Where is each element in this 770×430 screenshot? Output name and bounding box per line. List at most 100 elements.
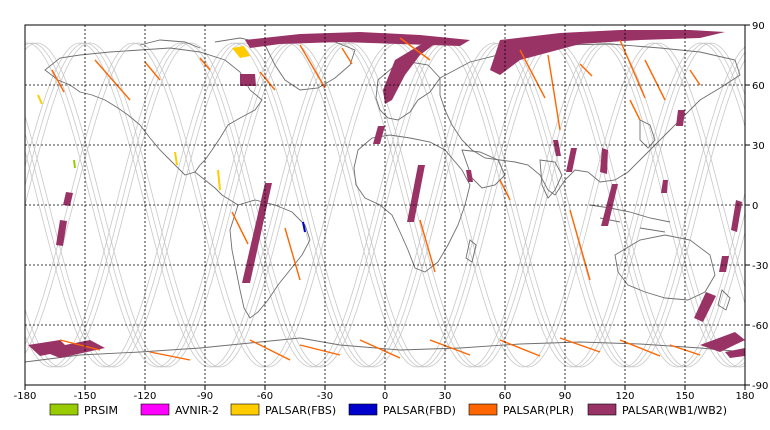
x-tick-label: 90	[559, 391, 572, 402]
plr-swath	[341, 47, 353, 65]
fbs-swath	[217, 169, 221, 191]
wb-swath	[407, 165, 425, 222]
wb-swath	[245, 32, 470, 48]
legend-swatch	[49, 403, 79, 416]
plr-swath	[299, 344, 341, 356]
wb-swath	[63, 192, 73, 206]
wb-swath	[490, 30, 725, 75]
plr-swath	[619, 39, 646, 99]
wb-swath	[383, 40, 440, 104]
legend-swatch	[348, 403, 378, 416]
plr-swath	[629, 99, 641, 121]
legend-label: PALSAR(PLR)	[503, 404, 574, 417]
legend-label: AVNIR-2	[175, 404, 219, 417]
wb-swath	[661, 180, 668, 193]
plr-swath	[149, 351, 191, 361]
legend: PRSIM AVNIR-2 PALSAR(FBS) PALSAR(FBD) PA…	[49, 403, 727, 417]
wb-swath	[676, 110, 685, 126]
y-tick-label: -30	[752, 261, 768, 272]
x-tick-label: -150	[74, 391, 97, 402]
plr-swath	[51, 69, 65, 93]
plr-swath	[231, 211, 249, 245]
fbs-swath	[37, 94, 43, 105]
plr-swath	[547, 54, 561, 131]
wb-swath	[694, 292, 716, 322]
legend-label: PALSAR(FBS)	[265, 404, 336, 417]
fbs-swath	[174, 151, 178, 166]
plr-swath	[559, 337, 601, 353]
x-tick-label: -180	[14, 391, 37, 402]
legend-swatch	[468, 403, 498, 416]
plr-swath	[519, 49, 546, 99]
x-tick-label: -90	[197, 391, 213, 402]
x-tick-label: -30	[317, 391, 333, 402]
graticule	[25, 25, 745, 385]
plr-swath	[429, 339, 471, 356]
plr-swath	[94, 59, 131, 101]
plr-swath	[644, 59, 666, 101]
coast-australia	[614, 234, 716, 301]
wb-swath	[240, 74, 256, 86]
legend-label: PALSAR(WB1/WB2)	[622, 404, 727, 417]
plr-swath	[619, 339, 661, 357]
coast-africa	[353, 134, 471, 273]
plr-swath	[249, 339, 291, 361]
plr-swath	[499, 339, 541, 357]
wb-swath	[553, 140, 561, 156]
legend-swatch	[230, 403, 260, 416]
wb-swath	[566, 148, 577, 172]
wb-swath	[725, 348, 745, 358]
plr-swath	[399, 37, 431, 61]
x-tick-label: 180	[735, 391, 754, 402]
x-tick-label: 150	[675, 391, 694, 402]
plr-swath	[259, 71, 276, 91]
x-tick-label: 120	[615, 391, 634, 402]
legend-swatch	[587, 403, 617, 416]
plr-swath	[419, 219, 436, 273]
coast-asia	[439, 43, 741, 196]
coast-north-america	[44, 47, 263, 176]
x-tick-label: -60	[257, 391, 273, 402]
y-tick-label: 30	[752, 141, 765, 152]
coast-india	[539, 159, 563, 199]
fbs-swath	[232, 46, 250, 58]
y-tick-label: -90	[752, 381, 768, 392]
wb-swath	[242, 183, 272, 283]
x-axis: -180 -150 -120 -90 -60 -30 0 30 60 90 12…	[14, 385, 755, 402]
legend-label: PALSAR(FBD)	[383, 404, 456, 417]
legend-swatch	[140, 403, 170, 416]
y-tick-label: 0	[752, 201, 758, 212]
plr-swath	[199, 57, 211, 71]
plr-swath	[299, 44, 326, 89]
plr-swath	[569, 209, 591, 281]
wb-swath	[719, 256, 729, 272]
plr-swath	[144, 61, 161, 81]
wb-swath	[731, 200, 742, 232]
y-tick-label: 60	[752, 81, 765, 92]
prsim-swath	[73, 159, 76, 169]
x-tick-label: -120	[134, 391, 157, 402]
legend-label: PRSIM	[84, 404, 118, 417]
plr-swath	[284, 227, 301, 281]
plr-swath	[579, 63, 593, 77]
y-axis: 90 60 30 0 -30 -60 -90	[745, 21, 768, 392]
plr-swath	[359, 339, 401, 359]
y-tick-label: 90	[752, 21, 765, 32]
coast-central-america	[194, 171, 239, 206]
coast-new-zealand	[717, 289, 731, 311]
y-tick-label: -60	[752, 321, 768, 332]
plr-swath	[689, 69, 701, 86]
coast-madagascar	[465, 239, 477, 263]
x-tick-label: 60	[499, 391, 512, 402]
x-tick-label: 0	[382, 391, 388, 402]
wb-swath	[600, 148, 608, 174]
coast-south-america	[229, 199, 311, 319]
wb-swath	[40, 340, 105, 358]
x-tick-label: 30	[439, 391, 452, 402]
wb-swath	[373, 126, 385, 144]
orbit-track	[24, 42, 746, 368]
wb-swath	[56, 220, 67, 246]
plr-swath	[59, 339, 101, 351]
wb-swath	[466, 170, 473, 182]
